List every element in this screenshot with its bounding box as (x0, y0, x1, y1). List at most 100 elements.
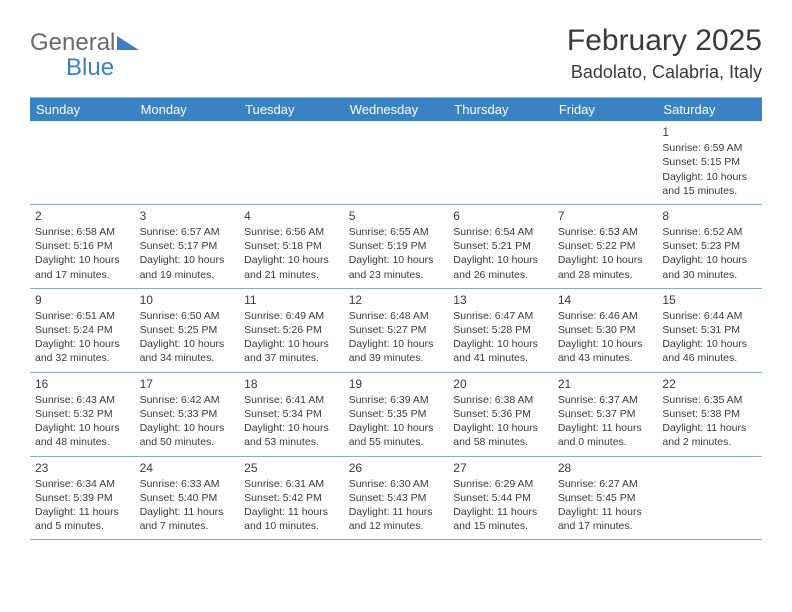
daylight-text: Daylight: 11 hours (244, 505, 339, 519)
sunset-text: Sunset: 5:43 PM (349, 491, 444, 505)
day-number: 11 (244, 292, 339, 308)
daylight-text: Daylight: 10 hours (662, 337, 757, 351)
calendar-day-cell: 2Sunrise: 6:58 AMSunset: 5:16 PMDaylight… (30, 205, 135, 288)
daylight-text: Daylight: 11 hours (558, 505, 653, 519)
daylight-text: Daylight: 11 hours (558, 421, 653, 435)
calendar-day-cell: 16Sunrise: 6:43 AMSunset: 5:32 PMDayligh… (30, 373, 135, 456)
day-number: 8 (662, 208, 757, 224)
sunrise-text: Sunrise: 6:30 AM (349, 477, 444, 491)
calendar-day-cell: 12Sunrise: 6:48 AMSunset: 5:27 PMDayligh… (344, 289, 449, 372)
sunset-text: Sunset: 5:30 PM (558, 323, 653, 337)
weekday-header: Tuesday (239, 98, 344, 121)
sunrise-text: Sunrise: 6:33 AM (140, 477, 235, 491)
daylight-text: Daylight: 10 hours (349, 253, 444, 267)
calendar-day-cell: 17Sunrise: 6:42 AMSunset: 5:33 PMDayligh… (135, 373, 240, 456)
title-block: February 2025 Badolato, Calabria, Italy (567, 24, 762, 83)
day-number: 10 (140, 292, 235, 308)
brand-part1: General (30, 29, 115, 56)
calendar-day-cell: 21Sunrise: 6:37 AMSunset: 5:37 PMDayligh… (553, 373, 658, 456)
daylight-text: and 21 minutes. (244, 268, 339, 282)
day-number: 18 (244, 376, 339, 392)
sunrise-text: Sunrise: 6:46 AM (558, 309, 653, 323)
daylight-text: Daylight: 11 hours (35, 505, 130, 519)
sunset-text: Sunset: 5:22 PM (558, 239, 653, 253)
day-number: 24 (140, 460, 235, 476)
day-number: 6 (453, 208, 548, 224)
daylight-text: and 55 minutes. (349, 435, 444, 449)
daylight-text: Daylight: 10 hours (35, 253, 130, 267)
daylight-text: Daylight: 10 hours (140, 253, 235, 267)
sunrise-text: Sunrise: 6:58 AM (35, 225, 130, 239)
daylight-text: and 28 minutes. (558, 268, 653, 282)
daylight-text: and 17 minutes. (558, 519, 653, 533)
sunrise-text: Sunrise: 6:51 AM (35, 309, 130, 323)
day-number: 5 (349, 208, 444, 224)
daylight-text: Daylight: 10 hours (662, 170, 757, 184)
daylight-text: and 34 minutes. (140, 351, 235, 365)
sunset-text: Sunset: 5:15 PM (662, 155, 757, 169)
daylight-text: Daylight: 10 hours (662, 253, 757, 267)
sunset-text: Sunset: 5:35 PM (349, 407, 444, 421)
daylight-text: Daylight: 11 hours (453, 505, 548, 519)
daylight-text: and 50 minutes. (140, 435, 235, 449)
weekday-header: Wednesday (344, 98, 449, 121)
daylight-text: and 30 minutes. (662, 268, 757, 282)
calendar-day-cell: 19Sunrise: 6:39 AMSunset: 5:35 PMDayligh… (344, 373, 449, 456)
sunrise-text: Sunrise: 6:47 AM (453, 309, 548, 323)
day-number: 23 (35, 460, 130, 476)
sunrise-text: Sunrise: 6:31 AM (244, 477, 339, 491)
daylight-text: and 2 minutes. (662, 435, 757, 449)
sunset-text: Sunset: 5:31 PM (662, 323, 757, 337)
sunset-text: Sunset: 5:17 PM (140, 239, 235, 253)
calendar-empty-cell (135, 121, 240, 204)
calendar-empty-cell (448, 121, 553, 204)
sunset-text: Sunset: 5:45 PM (558, 491, 653, 505)
calendar-day-cell: 6Sunrise: 6:54 AMSunset: 5:21 PMDaylight… (448, 205, 553, 288)
sunrise-text: Sunrise: 6:34 AM (35, 477, 130, 491)
day-number: 22 (662, 376, 757, 392)
calendar-day-cell: 1Sunrise: 6:59 AMSunset: 5:15 PMDaylight… (657, 121, 762, 204)
sunset-text: Sunset: 5:21 PM (453, 239, 548, 253)
daylight-text: and 58 minutes. (453, 435, 548, 449)
daylight-text: Daylight: 10 hours (349, 337, 444, 351)
calendar-day-cell: 11Sunrise: 6:49 AMSunset: 5:26 PMDayligh… (239, 289, 344, 372)
daylight-text: Daylight: 10 hours (140, 337, 235, 351)
location-label: Badolato, Calabria, Italy (567, 62, 762, 83)
sunrise-text: Sunrise: 6:42 AM (140, 393, 235, 407)
sunset-text: Sunset: 5:44 PM (453, 491, 548, 505)
calendar-week-row: 1Sunrise: 6:59 AMSunset: 5:15 PMDaylight… (30, 121, 762, 205)
calendar-day-cell: 13Sunrise: 6:47 AMSunset: 5:28 PMDayligh… (448, 289, 553, 372)
day-number: 21 (558, 376, 653, 392)
day-number: 26 (349, 460, 444, 476)
sunrise-text: Sunrise: 6:53 AM (558, 225, 653, 239)
sunset-text: Sunset: 5:40 PM (140, 491, 235, 505)
daylight-text: and 26 minutes. (453, 268, 548, 282)
weekday-header: Thursday (448, 98, 553, 121)
sunset-text: Sunset: 5:16 PM (35, 239, 130, 253)
daylight-text: and 43 minutes. (558, 351, 653, 365)
daylight-text: Daylight: 10 hours (35, 337, 130, 351)
sunrise-text: Sunrise: 6:49 AM (244, 309, 339, 323)
day-number: 19 (349, 376, 444, 392)
daylight-text: Daylight: 10 hours (453, 253, 548, 267)
sunset-text: Sunset: 5:27 PM (349, 323, 444, 337)
weekday-header-row: Sunday Monday Tuesday Wednesday Thursday… (30, 98, 762, 121)
brand-logo: GeneralBlue (30, 24, 139, 80)
weekday-header: Sunday (30, 98, 135, 121)
day-number: 27 (453, 460, 548, 476)
daylight-text: Daylight: 10 hours (453, 421, 548, 435)
calendar-week-row: 16Sunrise: 6:43 AMSunset: 5:32 PMDayligh… (30, 373, 762, 457)
calendar-day-cell: 7Sunrise: 6:53 AMSunset: 5:22 PMDaylight… (553, 205, 658, 288)
sunrise-text: Sunrise: 6:44 AM (662, 309, 757, 323)
sunrise-text: Sunrise: 6:57 AM (140, 225, 235, 239)
daylight-text: and 5 minutes. (35, 519, 130, 533)
weekday-header: Monday (135, 98, 240, 121)
sunset-text: Sunset: 5:34 PM (244, 407, 339, 421)
daylight-text: and 37 minutes. (244, 351, 339, 365)
day-number: 15 (662, 292, 757, 308)
calendar-empty-cell (239, 121, 344, 204)
day-number: 20 (453, 376, 548, 392)
page-title: February 2025 (567, 24, 762, 58)
calendar-day-cell: 14Sunrise: 6:46 AMSunset: 5:30 PMDayligh… (553, 289, 658, 372)
calendar-empty-cell (553, 121, 658, 204)
